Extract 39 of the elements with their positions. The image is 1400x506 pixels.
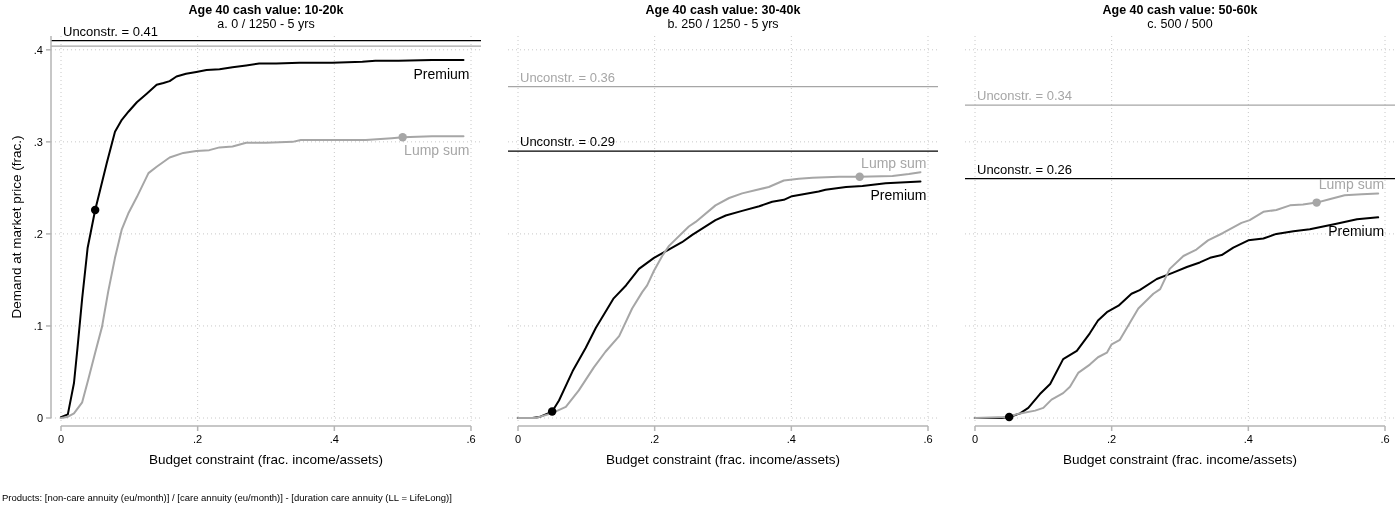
chart-subtitle: a. 0 / 1250 - 5 yrs (217, 17, 315, 31)
x-axis-title: Budget constraint (frac. income/assets) (148, 452, 384, 467)
text: Products: [non-care annuity (eu/month)] / [care annuity (eu/month)] - [duration care annuity (LL = LifeLong)] (2, 492, 452, 503)
x-tick-label: .2 (1107, 433, 1117, 445)
y-tick-label: .2 (33, 227, 43, 240)
series-label: Premium (413, 65, 470, 82)
ref-line-label: Unconstr. = 0.36 (520, 69, 616, 85)
ref-line-label: Unconstr. = 0.34 (977, 88, 1073, 104)
x-tick-label: .4 (786, 433, 796, 445)
chart-title: Age 40 cash value: 50-60k (1102, 3, 1258, 17)
x-tick-label: .4 (1243, 433, 1253, 445)
ref-line-label: Unconstr. = 0.26 (977, 161, 1073, 177)
x-tick-label: 0 (971, 433, 979, 445)
x-tick-label: .2 (650, 433, 660, 445)
y-tick-label: .3 (33, 135, 43, 148)
x-tick-label: .4 (329, 433, 339, 445)
chart-title: Age 40 cash value: 30-40k (645, 3, 801, 17)
chart-subtitle: b. 250 / 1250 - 5 yrs (667, 17, 779, 31)
y-tick-label: .1 (33, 319, 43, 332)
chart-title: Age 40 cash value: 10-20k (188, 3, 344, 17)
y-tick-label: 0 (36, 411, 43, 424)
series-label: Lump sum (861, 154, 927, 171)
x-tick-label: .6 (1380, 433, 1390, 445)
x-tick-label: .6 (923, 433, 933, 445)
x-tick-label: 0 (57, 433, 65, 445)
chart-subtitle: c. 500 / 500 (1147, 17, 1213, 31)
x-tick-label: 0 (514, 433, 522, 445)
x-tick-label: .2 (193, 433, 203, 445)
x-tick-label: .6 (466, 433, 476, 445)
y-axis-title: Demand at market price (frac.) (9, 135, 24, 319)
x-axis-title: Budget constraint (frac. income/assets) (1062, 452, 1298, 467)
series-label: Lump sum (404, 142, 470, 159)
series-label: Premium (870, 187, 927, 204)
x-axis-title: Budget constraint (frac. income/assets) (605, 452, 841, 467)
ref-line-label: Unconstr. = 0.29 (520, 134, 616, 150)
series-label: Premium (1328, 223, 1385, 240)
series-label: Lump sum (1318, 175, 1385, 192)
ref-line-label: Unconstr. = 0.41 (63, 23, 159, 39)
y-tick-label: .4 (33, 43, 43, 56)
